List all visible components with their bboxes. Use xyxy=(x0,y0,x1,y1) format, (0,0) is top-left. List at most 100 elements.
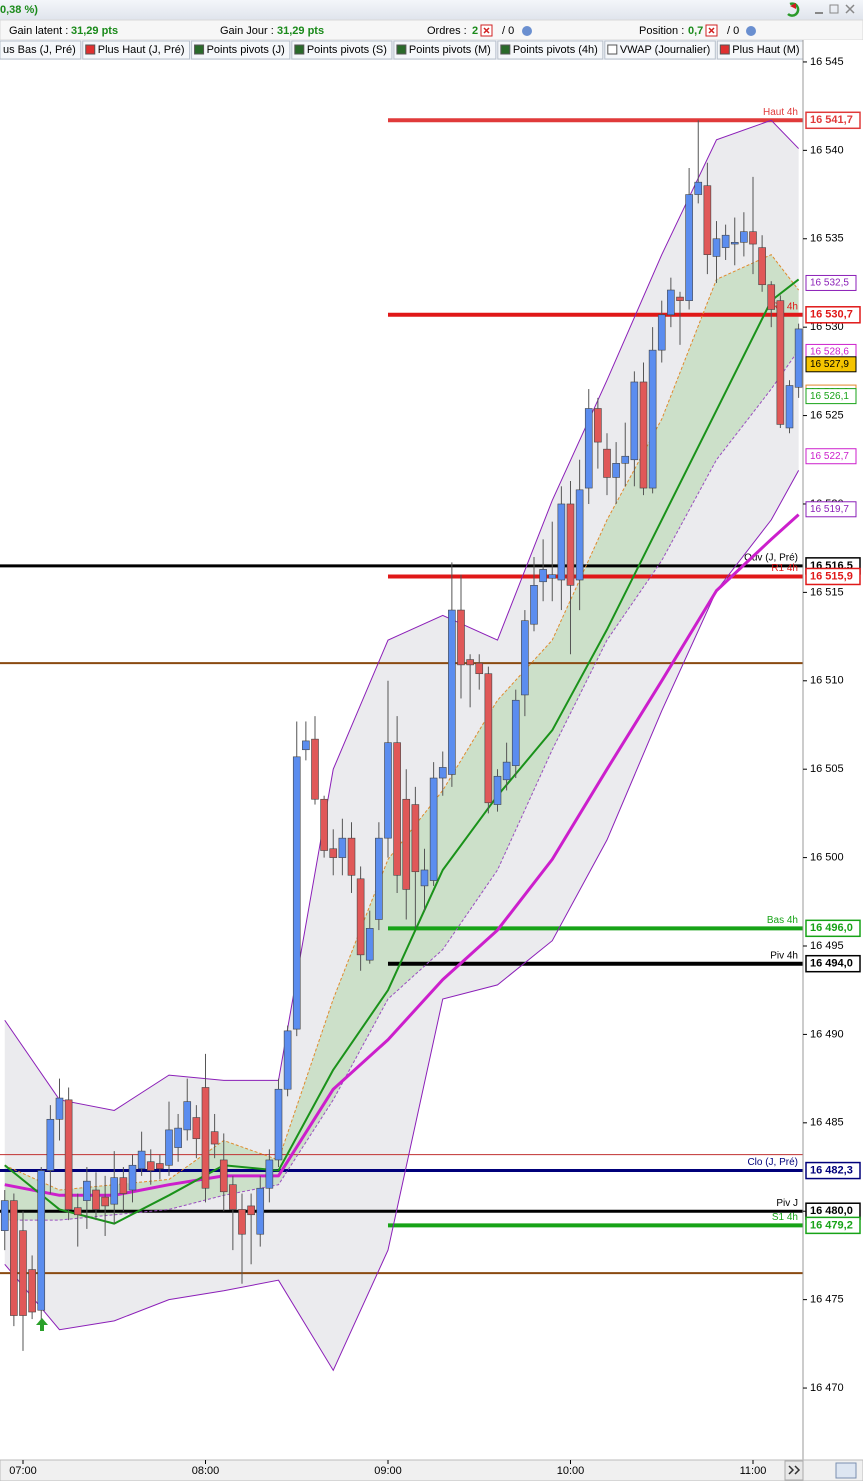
tab-background xyxy=(497,40,604,60)
cancel-icon xyxy=(708,27,715,34)
level-tag-label: 16 530,7 xyxy=(810,309,853,321)
candle-body xyxy=(393,742,401,876)
level-name: S1 4h xyxy=(772,1212,798,1223)
tab-label: us Bas (J, Pré) xyxy=(3,44,76,56)
candle-body xyxy=(530,585,538,625)
level-tag xyxy=(805,306,861,324)
candle-body xyxy=(776,300,785,425)
candle-body xyxy=(767,284,776,310)
candle-body xyxy=(64,1099,73,1210)
refresh-icon[interactable] xyxy=(787,2,800,17)
candle-body xyxy=(384,742,392,839)
candle-body xyxy=(274,1088,283,1161)
tab-icon xyxy=(719,44,730,55)
candle-body xyxy=(566,503,575,586)
band-lower xyxy=(4,349,800,1221)
level-name: Bas 4h xyxy=(767,915,798,926)
candle-body xyxy=(475,662,484,675)
ordres-value: 2 xyxy=(472,25,478,37)
price-tag-label: 16 519,7 xyxy=(810,504,849,515)
candle-body xyxy=(0,1200,9,1231)
level-tag xyxy=(805,1216,861,1235)
y-tick-label: 16 540 xyxy=(810,144,844,156)
candle-body xyxy=(402,798,411,890)
y-tick-label: 16 495 xyxy=(810,940,844,952)
gain-latent-label: Gain latent : xyxy=(9,25,68,37)
indicator-tab[interactable]: Points pivots (S) xyxy=(291,40,393,60)
y-tick-label: 16 510 xyxy=(810,675,844,687)
level-name: Piv J xyxy=(776,1198,798,1209)
candle-body xyxy=(703,185,712,255)
candle-body xyxy=(557,503,566,581)
x-tick-label: 09:00 xyxy=(374,1465,402,1477)
candle-body xyxy=(511,699,520,766)
candle-body xyxy=(575,489,584,581)
candle-body xyxy=(265,1159,274,1189)
y-tick-label: 16 485 xyxy=(810,1117,844,1129)
candle-body xyxy=(502,761,511,781)
price-tag-label: 16 527,9 xyxy=(810,359,849,370)
candle-body xyxy=(46,1118,55,1171)
indicator-tab[interactable]: Plus Haut (J, Pré) xyxy=(82,40,191,60)
y-tick-label: 16 545 xyxy=(810,56,844,68)
candle-body xyxy=(730,241,739,245)
level-tag xyxy=(805,111,861,130)
position-sep: / 0 xyxy=(727,25,739,37)
candle-body xyxy=(311,738,319,800)
price-tag-label: 16 522,7 xyxy=(810,451,849,462)
indicator-tab[interactable]: Points pivots (4h) xyxy=(497,40,604,60)
candle-body xyxy=(548,574,557,579)
price-tag xyxy=(805,448,857,465)
tab-background xyxy=(191,40,291,60)
candle-body xyxy=(594,408,602,443)
y-tick-label: 16 515 xyxy=(810,586,844,598)
y-tick-label: 16 470 xyxy=(810,1382,844,1394)
candle-body xyxy=(146,1161,155,1171)
level-name: Clo (J, Pré) xyxy=(747,1157,798,1168)
indicator-tab[interactable]: Plus Haut (M) xyxy=(716,40,806,60)
indicator-tab[interactable]: VWAP (Journalier) xyxy=(604,40,716,60)
candle-body xyxy=(457,609,465,666)
candle-body xyxy=(712,238,721,257)
price-tag xyxy=(805,356,857,373)
indicator-tab[interactable]: Points pivots (M) xyxy=(393,40,497,60)
tab-label: Points pivots (4h) xyxy=(513,44,598,56)
band-fill xyxy=(4,254,799,1221)
level-tag-label: 16 541,7 xyxy=(810,114,853,126)
tab-background xyxy=(604,40,716,60)
candle-body xyxy=(174,1127,182,1148)
y-tick-label: 16 530 xyxy=(810,321,844,333)
y-tick-label: 16 500 xyxy=(810,852,844,864)
settings-button[interactable] xyxy=(522,26,532,36)
tab-label: Points pivots (J) xyxy=(207,44,285,56)
moving-average xyxy=(4,513,800,1197)
close-button[interactable] xyxy=(845,4,855,14)
candle-body xyxy=(411,804,420,873)
maximize-button[interactable] xyxy=(829,4,839,14)
settings-button[interactable] xyxy=(746,26,756,36)
y-tick-label: 16 505 xyxy=(810,763,844,775)
scroll-button[interactable] xyxy=(784,1460,804,1481)
moving-average xyxy=(4,278,800,1225)
position-label: Position : xyxy=(639,25,684,37)
candle-body xyxy=(83,1180,91,1201)
y-tick-label: 16 535 xyxy=(810,233,844,245)
cancel-icon xyxy=(483,27,490,34)
indicator-tab[interactable]: us Bas (J, Pré) xyxy=(0,40,82,60)
tab-icon xyxy=(294,44,305,55)
time-axis xyxy=(0,1459,863,1481)
gain-jour-label: Gain Jour : xyxy=(220,25,274,37)
export-button[interactable] xyxy=(835,1462,857,1479)
window-buttons[interactable] xyxy=(787,2,855,17)
buy-arrow xyxy=(36,1318,48,1331)
tab-background xyxy=(0,40,82,60)
candle-body xyxy=(210,1131,219,1145)
candle-body xyxy=(657,314,666,351)
candle-body xyxy=(238,1209,246,1235)
candle-body xyxy=(156,1163,164,1170)
candle-body xyxy=(694,181,703,195)
indicator-tab[interactable]: Points pivots (J) xyxy=(191,40,291,60)
price-axis xyxy=(803,40,863,1481)
gain-latent-value: 31,29 pts xyxy=(71,25,118,37)
